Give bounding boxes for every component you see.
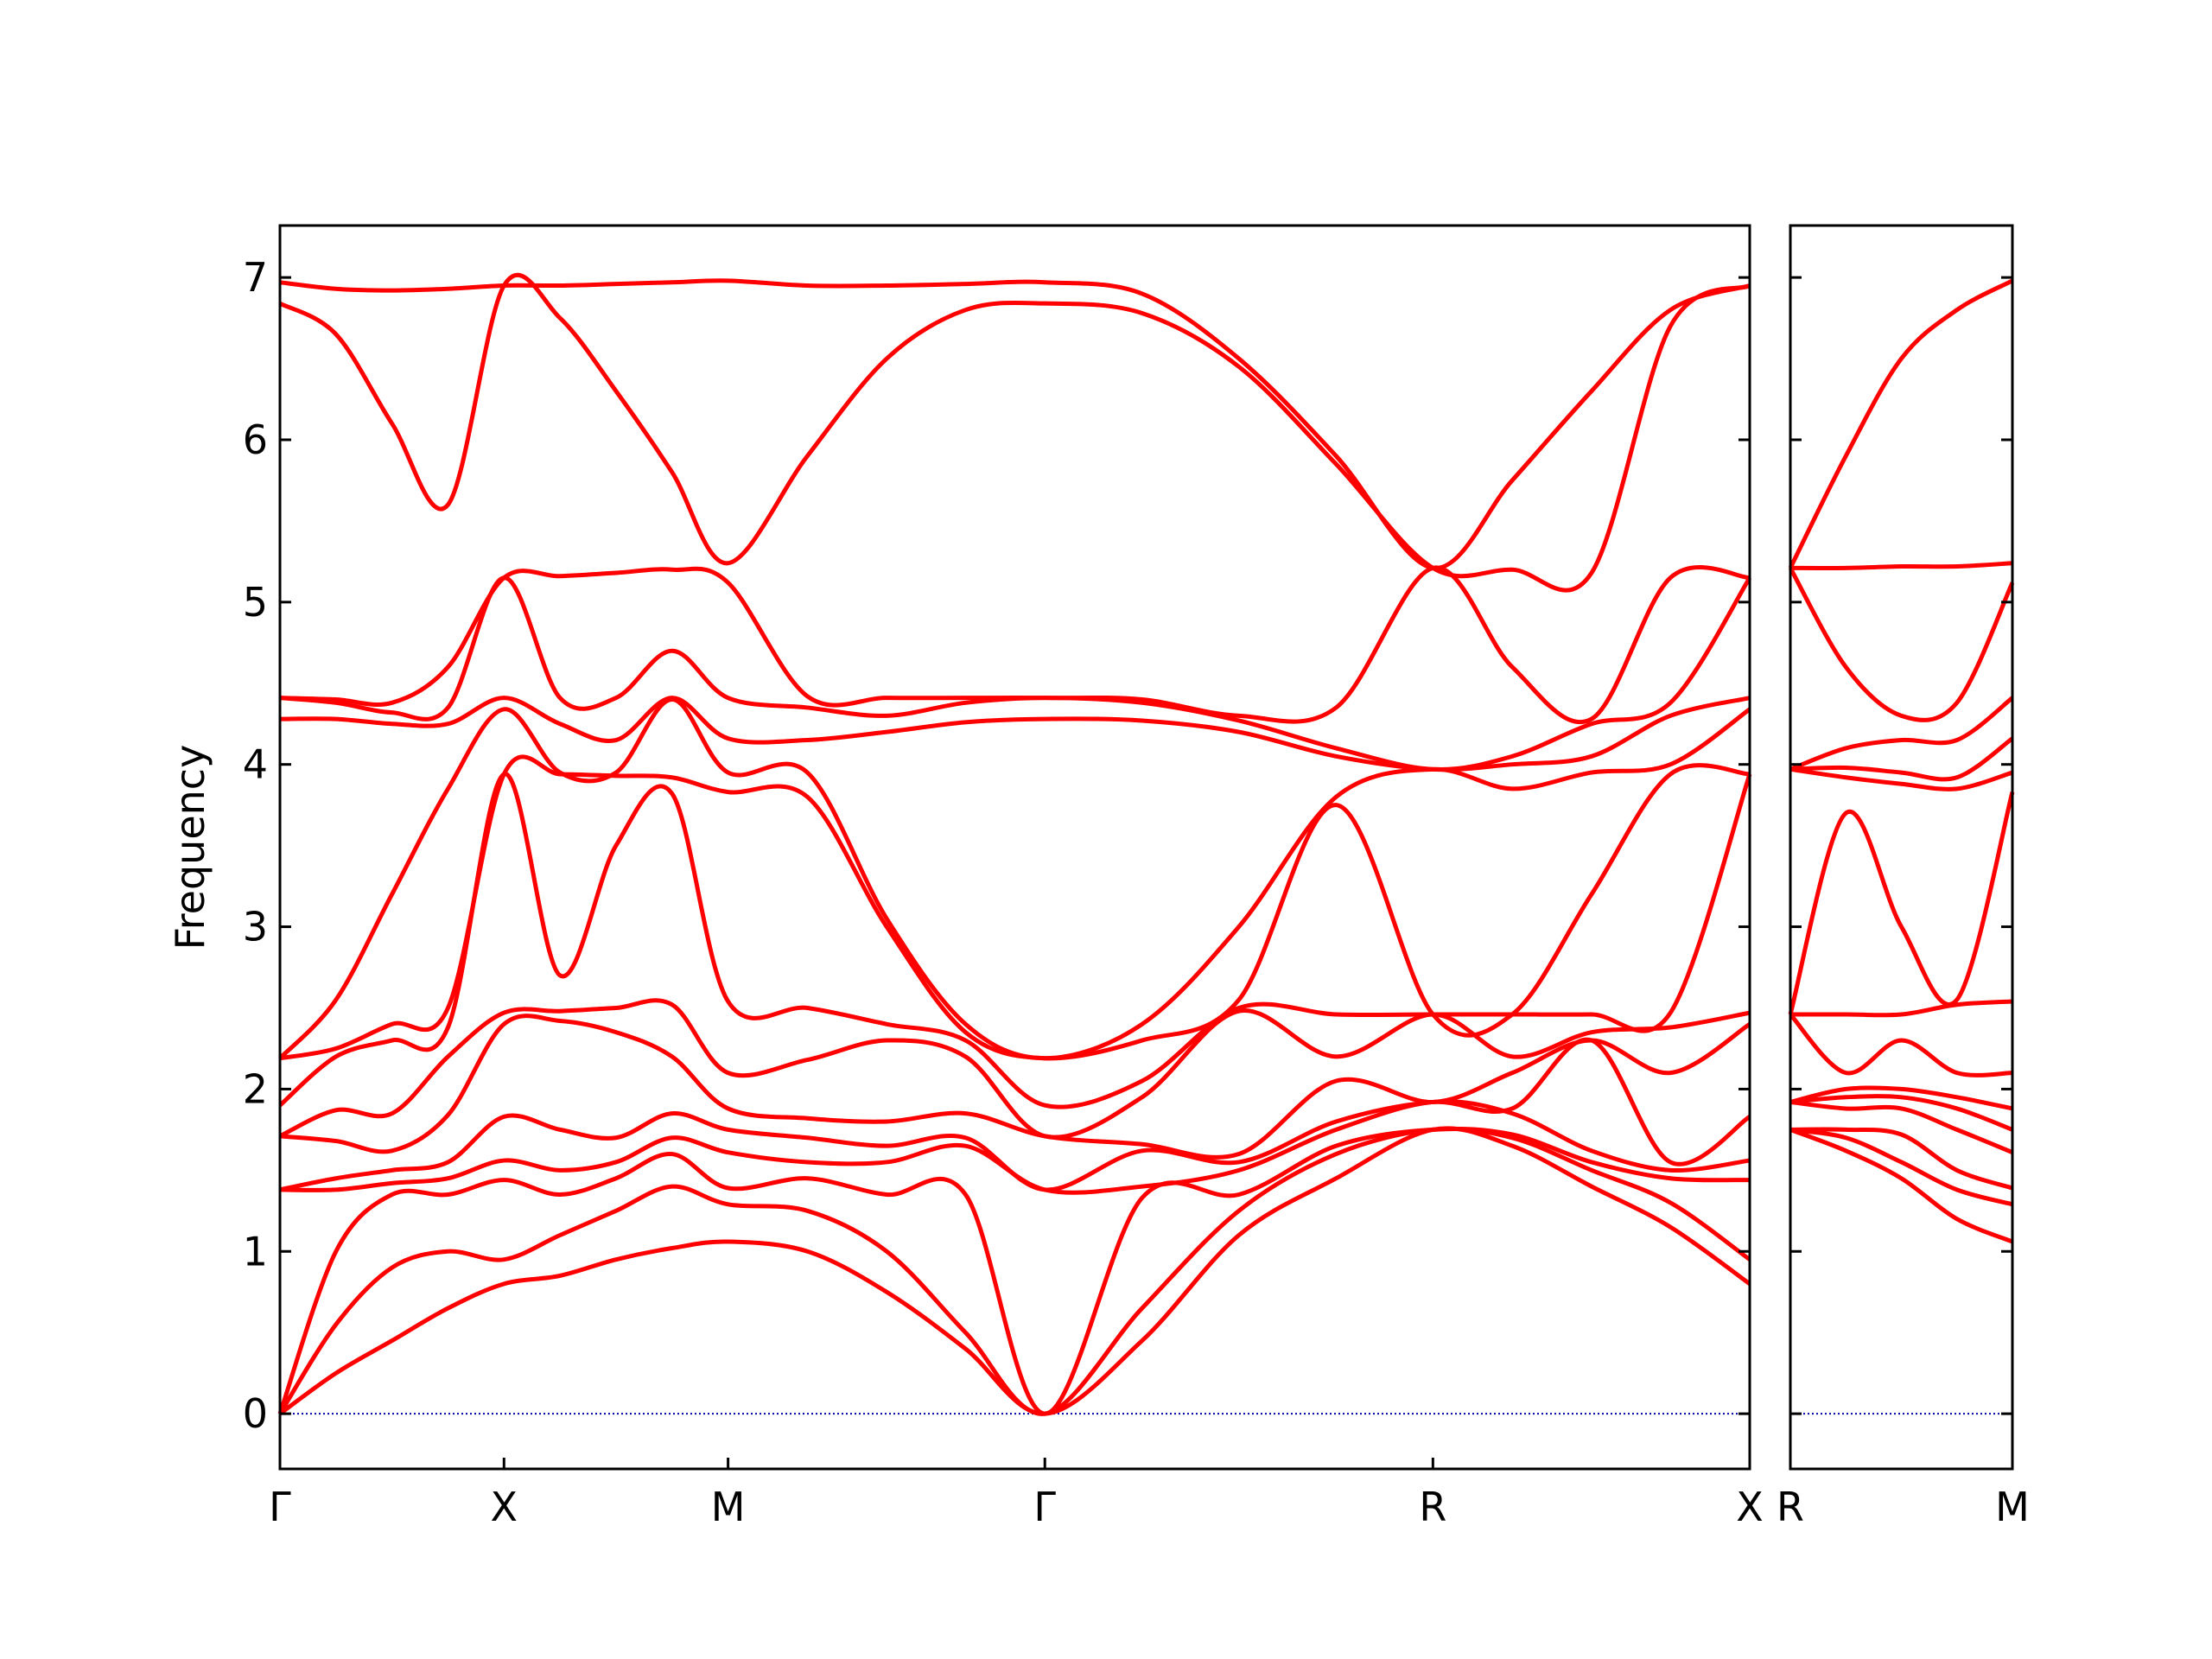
band-line	[279, 1099, 1751, 1195]
y-tick-label: 1	[243, 1228, 268, 1274]
x-tick-label: M	[1995, 1484, 2030, 1530]
band-line	[279, 575, 1752, 772]
band-line	[279, 696, 1751, 772]
band-line	[279, 754, 1751, 1061]
band-line	[277, 1126, 1751, 1416]
y-tick-label: 4	[243, 741, 268, 788]
x-tick-label: Γ	[269, 1484, 291, 1530]
band-line	[279, 565, 1751, 725]
band-line	[279, 1037, 1751, 1192]
band-line	[278, 697, 1751, 1061]
x-tick-label: Γ	[1033, 1484, 1056, 1530]
band-line	[1789, 1127, 2013, 1191]
band-line	[1790, 999, 2013, 1018]
band-line	[278, 998, 1751, 1140]
band-line	[1789, 1099, 2013, 1154]
band-line	[1788, 278, 2014, 569]
band-line	[1789, 696, 2014, 772]
band-line	[1789, 561, 2013, 571]
y-tick-label: 2	[243, 1065, 268, 1112]
y-axis-label: Frequency	[167, 745, 213, 950]
band-line	[278, 1126, 1751, 1416]
band-line	[279, 1014, 1751, 1160]
y-tick-label: 0	[243, 1390, 268, 1437]
x-tick-label: X	[1736, 1484, 1764, 1530]
band-line	[1789, 766, 2013, 791]
band-line	[278, 272, 1751, 593]
plot-frame	[1789, 224, 2014, 1471]
band-line	[1789, 736, 2014, 782]
x-tick-label: X	[491, 1484, 518, 1530]
plot-frame	[278, 224, 1751, 1471]
y-tick-label: 5	[243, 579, 268, 626]
x-tick-label: R	[1777, 1484, 1804, 1530]
x-tick-label: R	[1419, 1484, 1446, 1530]
band-line	[1789, 1128, 2013, 1244]
x-tick-label: M	[711, 1484, 746, 1530]
band-line	[279, 278, 1751, 570]
band-line	[1789, 1085, 2013, 1111]
band-line	[1788, 567, 2015, 722]
band-line	[277, 1126, 1751, 1416]
y-tick-label: 7	[243, 254, 268, 301]
band-line	[1789, 1094, 2013, 1132]
band-line	[1789, 1127, 2013, 1207]
y-tick-label: 6	[243, 416, 268, 463]
y-tick-label: 3	[243, 904, 268, 950]
band-line	[1788, 791, 2015, 1015]
band-line	[1789, 1013, 2013, 1077]
